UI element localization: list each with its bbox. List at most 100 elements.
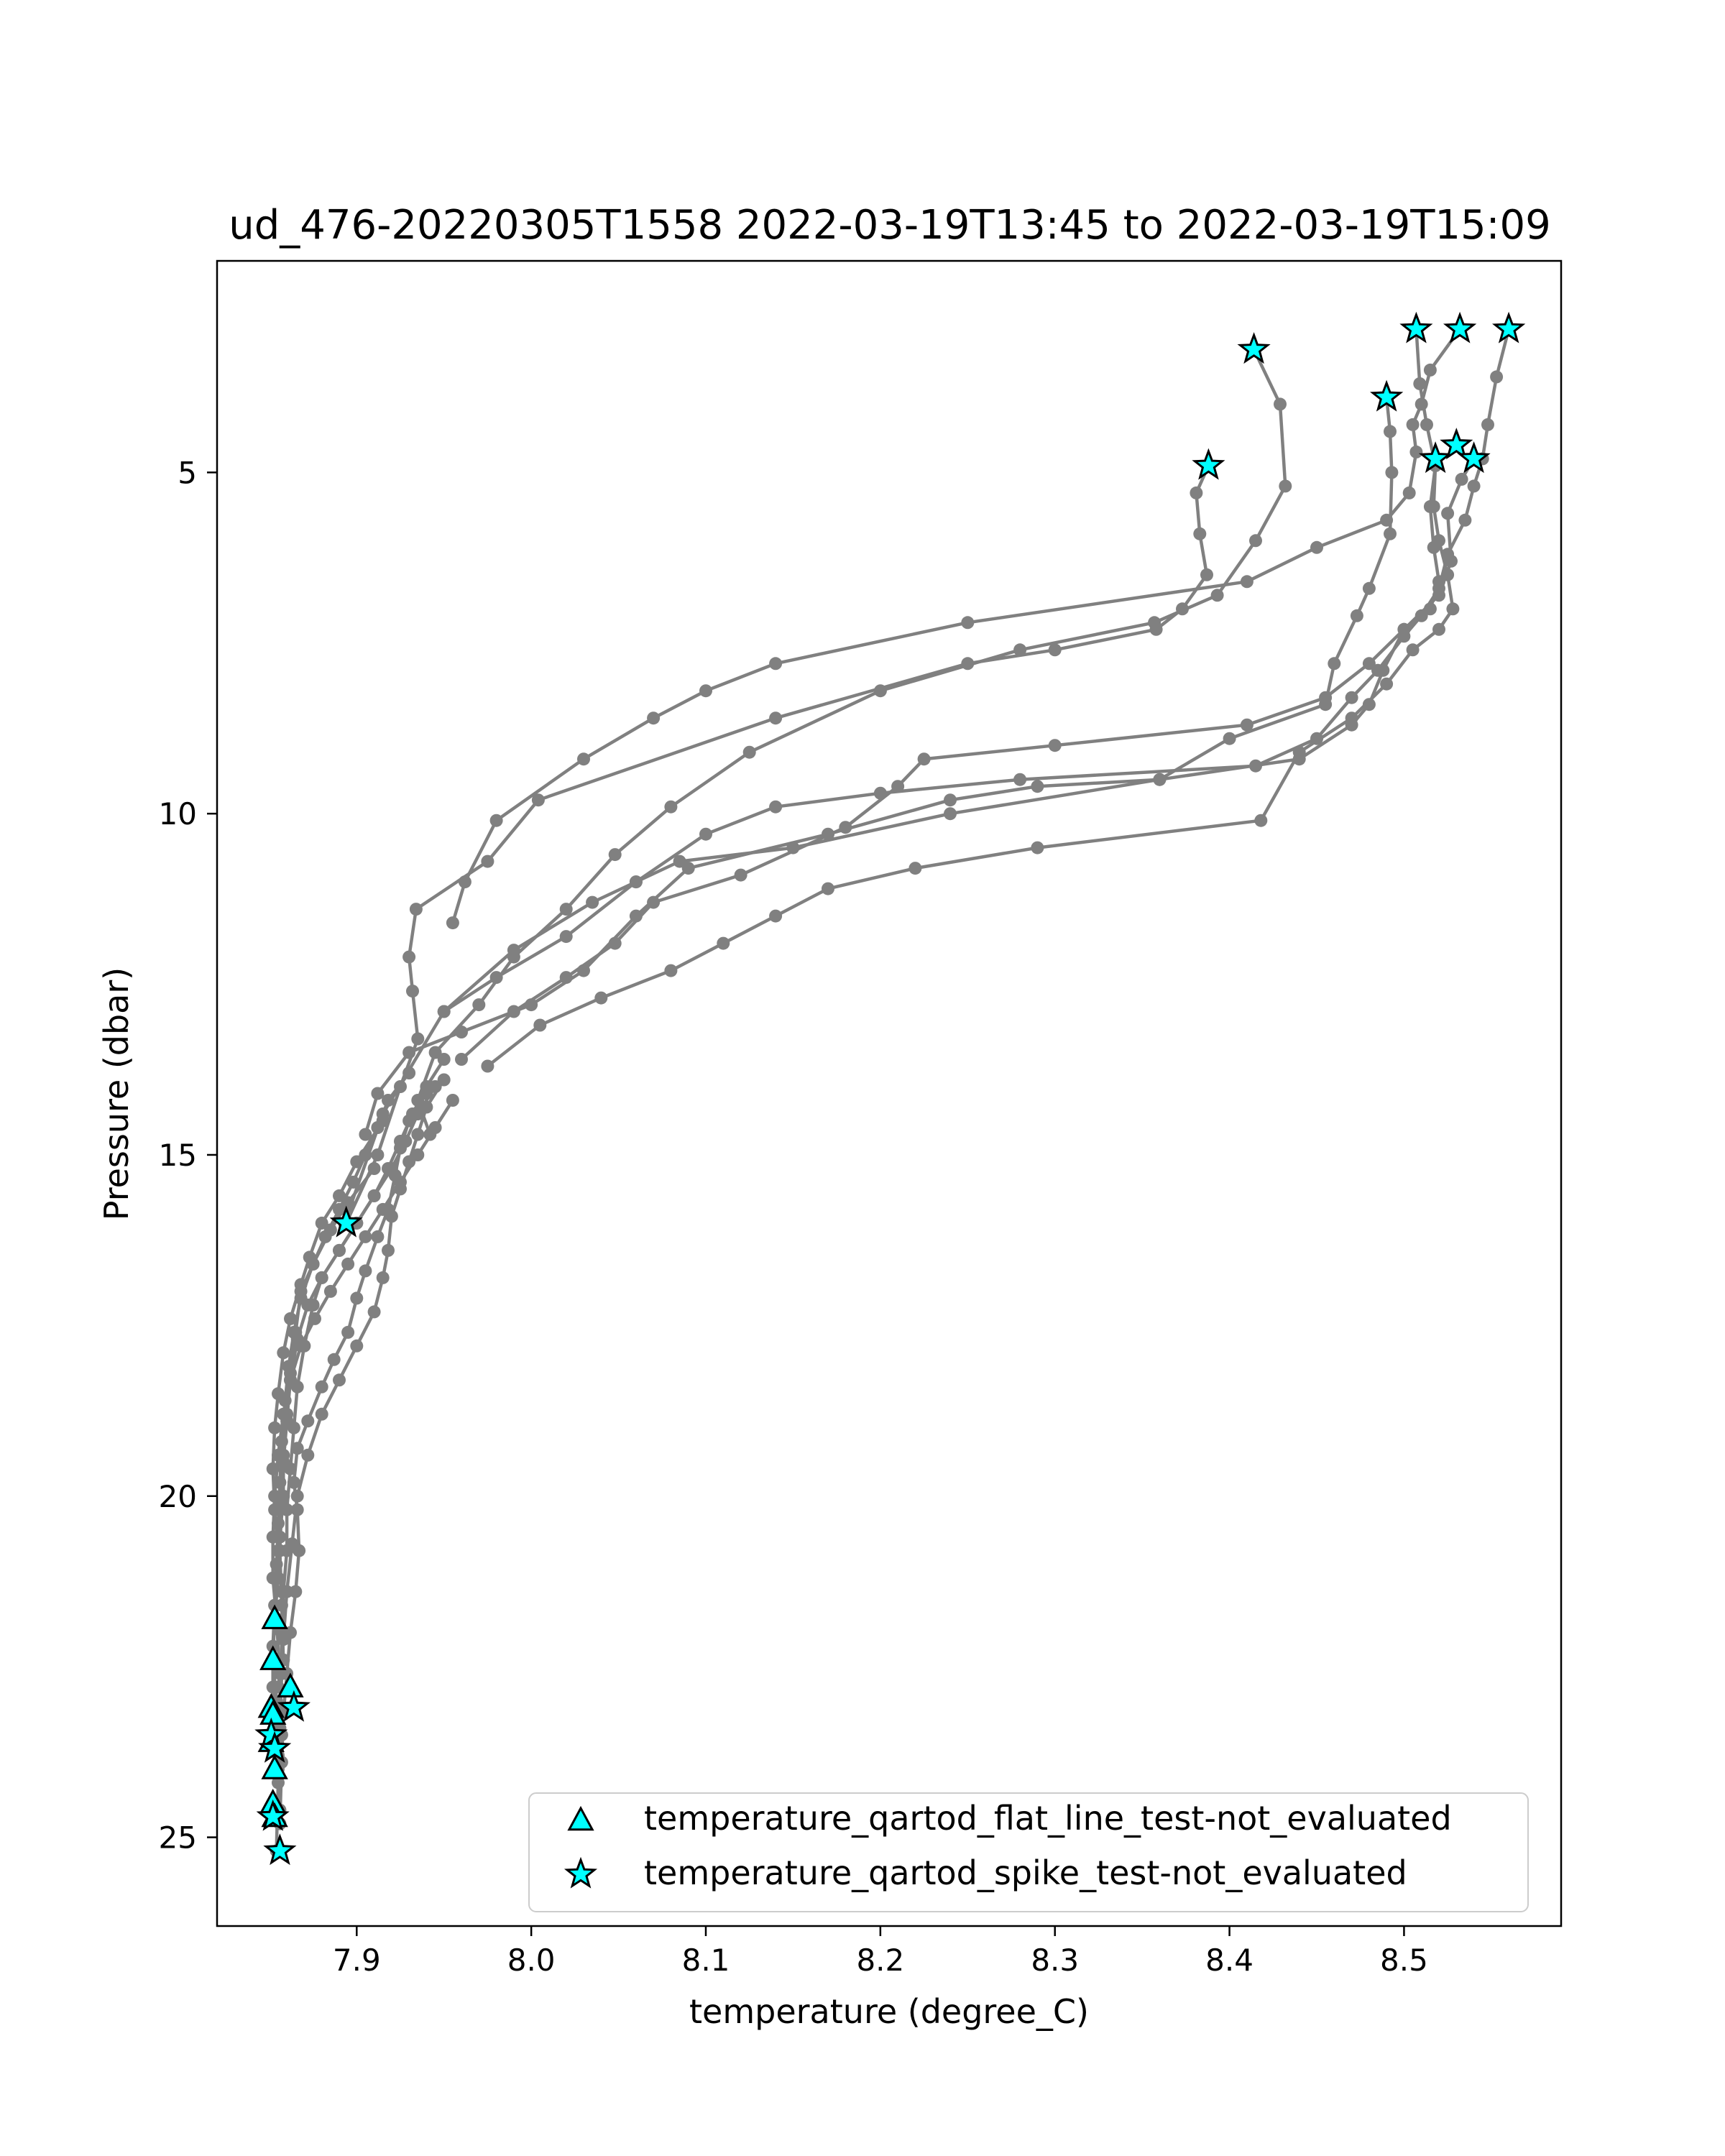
y-tick-label: 15	[159, 1138, 197, 1173]
profile-point	[1423, 363, 1437, 377]
profile-point	[402, 950, 416, 964]
spike-flag-marker	[1443, 311, 1477, 344]
deep-profile-point	[315, 1407, 328, 1421]
profile-point	[1013, 643, 1027, 657]
y-tick-label: 25	[159, 1820, 197, 1856]
x-tick-label: 7.9	[333, 1943, 381, 1978]
profile-point	[1193, 527, 1207, 540]
deep-profile-point	[333, 1243, 346, 1257]
profile-point	[664, 800, 678, 814]
profile-point	[1274, 397, 1287, 411]
deep-profile-point	[359, 1264, 372, 1278]
profile-point	[1362, 657, 1376, 671]
profile-point	[961, 616, 975, 630]
profile-line-5	[442, 327, 1511, 1013]
deep-profile-point	[290, 1442, 304, 1455]
profile-point	[1223, 732, 1236, 745]
spike-flag-marker	[1492, 311, 1526, 344]
profile-point	[1013, 773, 1027, 786]
profile-point	[839, 821, 852, 834]
profile-point	[409, 903, 423, 916]
profile-point	[577, 752, 590, 766]
profile-point	[1362, 698, 1376, 711]
deep-profile-point	[382, 1162, 395, 1175]
profile-point	[458, 875, 472, 889]
legend-star-shape	[564, 1856, 598, 1889]
deep-profile-point	[367, 1162, 381, 1175]
profile-point	[1432, 622, 1445, 636]
deep-profile-point	[273, 1544, 287, 1557]
profile-point	[533, 1018, 547, 1032]
deep-profile-point	[406, 1107, 419, 1120]
deep-profile-point	[266, 1530, 280, 1544]
deep-profile-point	[327, 1353, 341, 1366]
deep-profile-point	[333, 1373, 346, 1387]
deep-profile-point	[301, 1414, 315, 1428]
legend-label-flat-line: temperature_qartod_flat_line_test-not_ev…	[644, 1799, 1452, 1838]
profile-point	[891, 780, 905, 793]
profile-point	[1148, 616, 1162, 630]
x-tick-label: 8.0	[507, 1943, 556, 1978]
profile-point	[1406, 418, 1420, 431]
deep-profile-point	[394, 1135, 407, 1148]
legend-triangle-shape	[567, 1805, 594, 1831]
profile-point	[822, 882, 834, 895]
deep-profile-point	[376, 1114, 390, 1128]
x-axis: 7.9 8.0 8.1 8.2 8.3 8.4 8.5	[333, 1926, 1428, 1978]
profile-point	[531, 793, 545, 807]
deep-profile-point	[437, 1073, 451, 1087]
plot-frame	[216, 259, 1563, 1927]
deep-profile-point	[273, 1667, 287, 1680]
legend-star-marker	[564, 1856, 598, 1889]
profile-point	[559, 903, 573, 916]
plot-area	[254, 311, 1526, 1866]
deep-profile-point	[367, 1189, 381, 1202]
profile-point	[411, 1032, 425, 1046]
profile-point	[1371, 663, 1384, 677]
deep-profile-point	[293, 1544, 306, 1557]
profile-point	[1200, 568, 1213, 581]
deep-profile-point	[333, 1189, 346, 1202]
spike-flag-marker	[258, 1731, 292, 1763]
profile-point	[359, 1128, 372, 1141]
profile-point	[717, 936, 730, 950]
profile-point	[371, 1087, 385, 1100]
profile-point	[769, 711, 783, 725]
x-tick-label: 8.4	[1205, 1943, 1254, 1978]
profile-point	[673, 854, 686, 868]
profile-point	[699, 684, 712, 698]
legend: temperature_qartod_flat_line_test-not_ev…	[528, 1792, 1529, 1912]
profile-point	[742, 745, 756, 759]
deep-profile-point	[266, 1571, 280, 1585]
legend-box	[528, 1792, 1529, 1912]
deep-profile-point	[268, 1489, 282, 1503]
deep-profile-point	[350, 1155, 364, 1169]
profile-point	[1432, 589, 1445, 602]
profile-point	[437, 1005, 451, 1018]
profile-point	[699, 827, 712, 841]
deep-profile-point	[277, 1407, 290, 1421]
deep-profile-point	[411, 1128, 425, 1141]
profile-point	[472, 998, 486, 1012]
profile-point	[481, 1059, 494, 1073]
deep-profile-point	[367, 1305, 381, 1319]
profile-point	[1441, 568, 1455, 581]
deep-profile-point	[420, 1100, 433, 1114]
profile-point	[1240, 575, 1254, 589]
profile-point	[908, 862, 922, 875]
profile-point	[489, 971, 503, 985]
deep-profile-point	[341, 1257, 355, 1271]
deep-profile-point	[272, 1776, 285, 1789]
chart-title: ud_476-20220305T1558 2022-03-19T13:45 to…	[229, 202, 1551, 249]
deep-profile-point	[341, 1325, 355, 1339]
x-tick-label: 8.2	[856, 1943, 904, 1978]
profile-point	[1319, 691, 1333, 704]
profile-point	[1279, 479, 1292, 493]
spike-flag-marker	[256, 1799, 290, 1831]
deep-profile-point	[341, 1196, 355, 1210]
deep-profile-point	[284, 1373, 297, 1387]
y-tick-label: 20	[159, 1479, 197, 1514]
deep-profile-point	[284, 1312, 297, 1325]
profile-point	[769, 909, 783, 923]
profile-point	[1420, 418, 1433, 431]
